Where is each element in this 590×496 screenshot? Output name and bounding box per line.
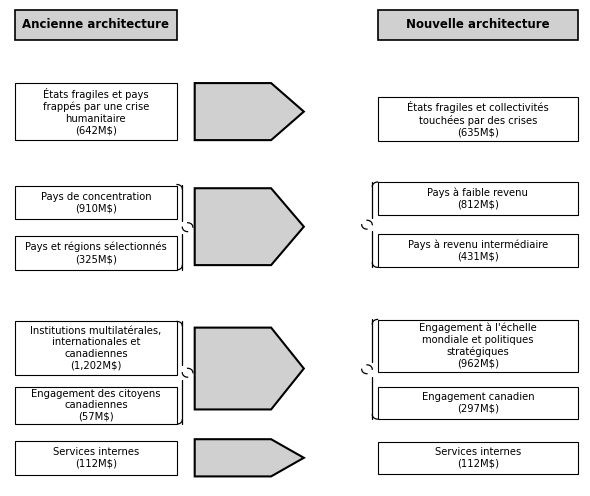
FancyBboxPatch shape [378,320,578,372]
Polygon shape [195,439,304,476]
FancyBboxPatch shape [15,321,177,375]
Text: Ancienne architecture: Ancienne architecture [22,18,169,31]
Text: Services internes
(112M$): Services internes (112M$) [53,447,139,469]
Text: Engagement canadien
(297M$): Engagement canadien (297M$) [422,392,534,414]
Polygon shape [195,327,304,410]
Text: Services internes
(112M$): Services internes (112M$) [435,447,521,469]
FancyBboxPatch shape [15,10,177,40]
FancyBboxPatch shape [378,442,578,474]
FancyBboxPatch shape [15,186,177,219]
FancyBboxPatch shape [378,10,578,40]
FancyBboxPatch shape [15,387,177,424]
Text: Pays à faible revenu
(812M$): Pays à faible revenu (812M$) [428,187,528,209]
FancyBboxPatch shape [378,387,578,419]
Text: États fragiles et collectivités
touchées par des crises
(635M$): États fragiles et collectivités touchée… [407,101,549,137]
Polygon shape [195,83,304,140]
Text: Pays à revenu intermédiaire
(431M$): Pays à revenu intermédiaire (431M$) [408,240,548,261]
FancyBboxPatch shape [378,234,578,267]
Text: Pays et régions sélectionnés
(325M$): Pays et régions sélectionnés (325M$) [25,242,167,264]
FancyBboxPatch shape [15,236,177,270]
FancyBboxPatch shape [378,97,578,141]
FancyBboxPatch shape [15,441,177,475]
Text: Nouvelle architecture: Nouvelle architecture [406,18,550,31]
Text: Engagement à l'échelle
mondiale et politiques
stratégiques
(962M$): Engagement à l'échelle mondiale et polit… [419,323,537,369]
Text: Institutions multilatérales,
internationales et
canadiennes
(1,202M$): Institutions multilatérales, internation… [30,326,162,371]
Text: Engagement des citoyens
canadiennes
(57M$): Engagement des citoyens canadiennes (57M… [31,389,160,422]
Text: États fragiles et pays
frappés par une crise
humanitaire
(642M$): États fragiles et pays frappés par une c… [42,88,149,135]
Text: Pays de concentration
(910M$): Pays de concentration (910M$) [41,191,151,213]
FancyBboxPatch shape [15,83,177,140]
FancyBboxPatch shape [378,182,578,214]
Polygon shape [195,188,304,265]
